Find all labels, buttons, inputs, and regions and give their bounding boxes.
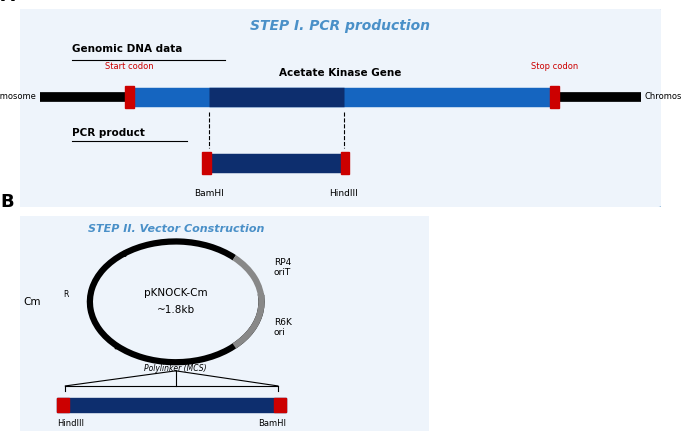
Text: BamHI: BamHI bbox=[194, 189, 224, 198]
Text: Chromosome: Chromosome bbox=[644, 92, 681, 101]
FancyBboxPatch shape bbox=[12, 213, 433, 436]
Text: pKNOCK-Cm: pKNOCK-Cm bbox=[144, 288, 208, 298]
Bar bbox=[340, 152, 349, 174]
Text: BamHI: BamHI bbox=[258, 419, 286, 428]
Text: Genomic DNA data: Genomic DNA data bbox=[72, 44, 182, 55]
Text: R: R bbox=[63, 290, 69, 299]
Bar bbox=[202, 152, 210, 174]
Text: B: B bbox=[0, 193, 14, 211]
Bar bbox=[274, 398, 286, 412]
Text: R6K
ori: R6K ori bbox=[274, 318, 291, 337]
Text: Acetate Kinase Gene: Acetate Kinase Gene bbox=[279, 68, 402, 78]
Text: PCR product: PCR product bbox=[72, 128, 144, 138]
Text: A: A bbox=[1, 0, 15, 5]
Text: STEP I. PCR production: STEP I. PCR production bbox=[251, 18, 430, 33]
Text: ~1.8kb: ~1.8kb bbox=[157, 305, 195, 315]
Text: HindIII: HindIII bbox=[330, 189, 358, 198]
Text: Stop codon: Stop codon bbox=[531, 62, 579, 71]
Bar bbox=[57, 398, 286, 412]
Bar bbox=[125, 86, 133, 108]
Text: HindIII: HindIII bbox=[57, 419, 84, 428]
Text: Start codon: Start codon bbox=[105, 62, 154, 71]
Text: Polylinker (MCS): Polylinker (MCS) bbox=[144, 364, 207, 374]
Bar bbox=[57, 398, 69, 412]
Bar bbox=[550, 86, 559, 108]
Text: STEP II. Vector Construction: STEP II. Vector Construction bbox=[88, 224, 264, 234]
FancyBboxPatch shape bbox=[7, 7, 667, 209]
Text: Chromosome: Chromosome bbox=[0, 92, 36, 101]
Text: Cm: Cm bbox=[23, 297, 41, 307]
Text: RP4
oriT: RP4 oriT bbox=[274, 258, 291, 277]
